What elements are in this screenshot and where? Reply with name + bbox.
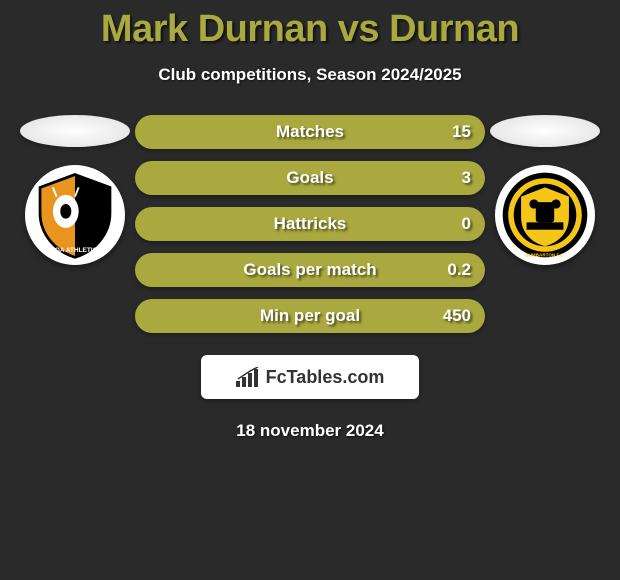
stat-label: Min per goal bbox=[260, 306, 360, 326]
svg-text:ALLOA ATHLETIC FC: ALLOA ATHLETIC FC bbox=[42, 247, 108, 254]
date-label: 18 november 2024 bbox=[236, 421, 383, 441]
stat-value: 0.2 bbox=[447, 260, 471, 280]
stat-bar-mpg: Min per goal 450 bbox=[135, 299, 485, 333]
subtitle: Club competitions, Season 2024/2025 bbox=[158, 65, 461, 85]
chart-icon bbox=[236, 367, 262, 387]
right-player-marker bbox=[490, 115, 600, 147]
stat-bar-goals: Goals 3 bbox=[135, 161, 485, 195]
left-team-badge: ALLOA ATHLETIC FC bbox=[25, 165, 125, 265]
svg-text:DUMBARTON F.C.: DUMBARTON F.C. bbox=[525, 252, 564, 257]
stat-label: Goals bbox=[286, 168, 333, 188]
svg-text:D F C: D F C bbox=[538, 180, 552, 186]
stat-value: 15 bbox=[452, 122, 471, 142]
stat-bars: Matches 15 Goals 3 Hattricks 0 Goals per… bbox=[135, 115, 485, 333]
right-team-badge: D F C DUMBARTON F.C. bbox=[495, 165, 595, 265]
stat-label: Matches bbox=[276, 122, 344, 142]
stat-value: 0 bbox=[462, 214, 471, 234]
stat-bar-gpm: Goals per match 0.2 bbox=[135, 253, 485, 287]
stat-value: 3 bbox=[462, 168, 471, 188]
brand-text: FcTables.com bbox=[266, 367, 385, 388]
right-player-col: D F C DUMBARTON F.C. bbox=[485, 115, 605, 265]
left-player-marker bbox=[20, 115, 130, 147]
comparison-area: ALLOA ATHLETIC FC Matches 15 Goals 3 Hat… bbox=[0, 115, 620, 333]
dumbarton-badge-icon: D F C DUMBARTON F.C. bbox=[499, 169, 591, 261]
stat-value: 450 bbox=[443, 306, 471, 326]
stat-label: Hattricks bbox=[274, 214, 347, 234]
stat-label: Goals per match bbox=[243, 260, 376, 280]
page-title: Mark Durnan vs Durnan bbox=[101, 8, 519, 51]
stat-bar-matches: Matches 15 bbox=[135, 115, 485, 149]
brand-link[interactable]: FcTables.com bbox=[201, 355, 419, 399]
stat-bar-hattricks: Hattricks 0 bbox=[135, 207, 485, 241]
alloa-badge-icon: ALLOA ATHLETIC FC bbox=[29, 169, 121, 261]
left-player-col: ALLOA ATHLETIC FC bbox=[15, 115, 135, 265]
